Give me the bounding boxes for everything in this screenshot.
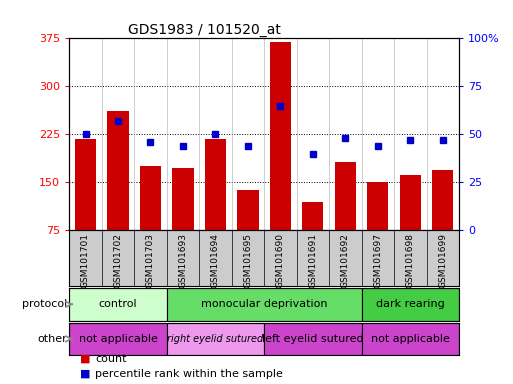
Bar (238, 190, 259, 230)
Text: ■: ■ (80, 354, 90, 364)
Bar (172, 168, 193, 230)
Text: count: count (95, 354, 126, 364)
Text: GSM101698: GSM101698 (406, 233, 415, 288)
Text: percentile rank within the sample: percentile rank within the sample (95, 369, 283, 379)
Bar (270, 41, 291, 230)
Bar (432, 170, 453, 230)
Text: not applicable: not applicable (78, 334, 157, 344)
Bar (140, 166, 161, 230)
Bar (107, 111, 129, 230)
Bar (75, 139, 96, 230)
Text: monocular deprivation: monocular deprivation (201, 299, 327, 310)
Text: dark rearing: dark rearing (376, 299, 445, 310)
Bar (205, 139, 226, 230)
Text: GSM101694: GSM101694 (211, 233, 220, 288)
Bar (400, 175, 421, 230)
Bar (367, 182, 388, 230)
Bar (69, 323, 167, 355)
Text: GSM101691: GSM101691 (308, 233, 318, 288)
Text: not applicable: not applicable (371, 334, 450, 344)
Bar (167, 323, 264, 355)
Text: GSM101693: GSM101693 (179, 233, 187, 288)
Text: GSM101701: GSM101701 (81, 233, 90, 288)
Bar (264, 323, 362, 355)
Text: GDS1983 / 101520_at: GDS1983 / 101520_at (128, 23, 281, 37)
Text: other: other (37, 334, 67, 344)
Text: control: control (98, 299, 137, 310)
Bar (167, 288, 362, 321)
Text: GSM101692: GSM101692 (341, 233, 350, 288)
Text: GSM101702: GSM101702 (113, 233, 123, 288)
Bar (69, 288, 167, 321)
Text: right eyelid sutured: right eyelid sutured (167, 334, 264, 344)
Bar (335, 162, 356, 230)
Text: GSM101695: GSM101695 (244, 233, 252, 288)
Bar (302, 202, 324, 230)
Bar (362, 323, 459, 355)
Text: GSM101697: GSM101697 (373, 233, 382, 288)
Text: protocol: protocol (22, 299, 67, 310)
Text: GSM101703: GSM101703 (146, 233, 155, 288)
Text: left eyelid sutured: left eyelid sutured (262, 334, 364, 344)
Bar (362, 288, 459, 321)
Text: GSM101699: GSM101699 (439, 233, 447, 288)
Text: GSM101690: GSM101690 (276, 233, 285, 288)
Text: ■: ■ (80, 369, 90, 379)
